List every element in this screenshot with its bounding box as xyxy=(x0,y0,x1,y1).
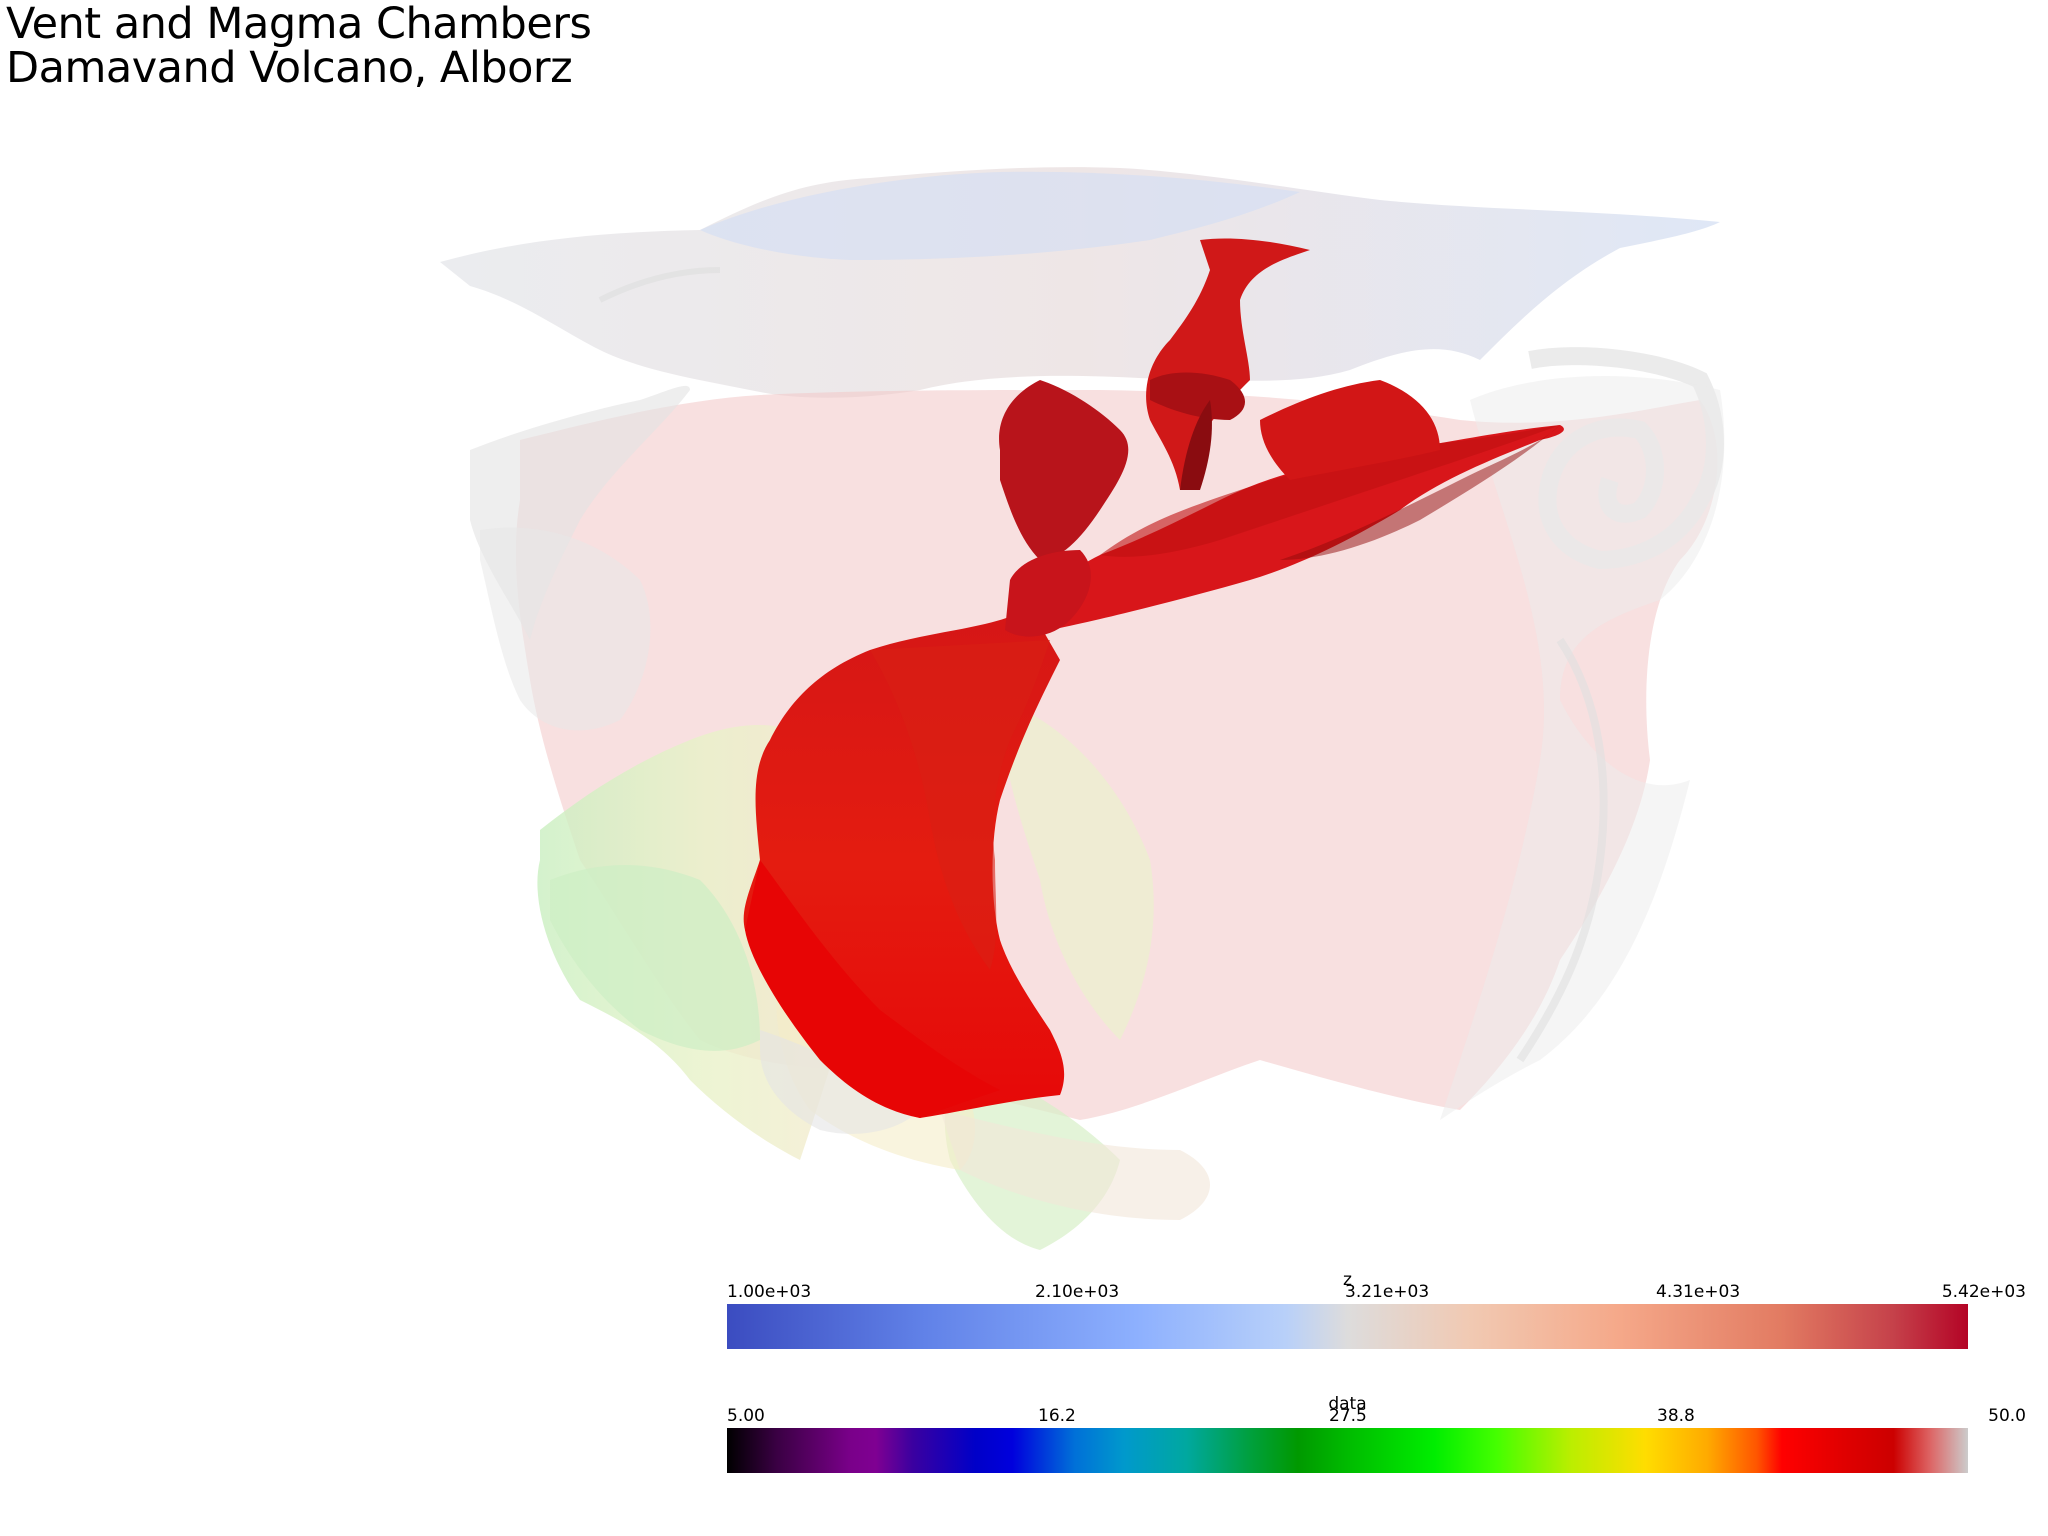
colorbar-data: data 5.00 16.2 27.5 38.8 50.0 xyxy=(727,1394,2026,1484)
figure-title: Vent and Magma Chambers Damavand Volcano… xyxy=(6,0,592,93)
colorbar-z-tick-3: 4.31e+03 xyxy=(1656,1282,1741,1302)
colorbar-z-ticks: 1.00e+03 2.10e+03 3.21e+03 4.31e+03 5.42… xyxy=(727,1282,2026,1302)
colorbar-data-tick-3: 38.8 xyxy=(1657,1406,1695,1426)
colorbar-data-gradient xyxy=(727,1428,1968,1473)
colorbar-z-tick-1: 2.10e+03 xyxy=(1035,1282,1120,1302)
title-line-1: Vent and Magma Chambers xyxy=(6,0,592,49)
vent-knob xyxy=(999,380,1129,560)
colorbar-data-tick-4: 50.0 xyxy=(1988,1406,2026,1426)
colorbar-z-tick-2: 3.21e+03 xyxy=(1345,1282,1430,1302)
colorbar-data-tick-1: 16.2 xyxy=(1038,1406,1076,1426)
vent-spire xyxy=(1146,238,1310,490)
colorbar-data-tick-0: 5.00 xyxy=(727,1406,765,1426)
colorbar-z-gradient xyxy=(727,1304,1968,1349)
colorbar-data-title: data xyxy=(1328,1394,1367,1414)
colorbar-z-title: z xyxy=(1343,1270,1352,1290)
colorbar-z-tick-4: 5.42e+03 xyxy=(1941,1282,2026,1302)
magma-chamber-upper xyxy=(1010,425,1564,637)
title-line-2: Damavand Volcano, Alborz xyxy=(6,43,573,93)
colorbar-data-ticks: 5.00 16.2 27.5 38.8 50.0 xyxy=(727,1406,2026,1426)
colorbar-z: z 1.00e+03 2.10e+03 3.21e+03 4.31e+03 5.… xyxy=(727,1270,2026,1360)
colorbar-data-tick-2: 27.5 xyxy=(1329,1406,1367,1426)
colorbar-z-tick-0: 1.00e+03 xyxy=(727,1282,812,1302)
